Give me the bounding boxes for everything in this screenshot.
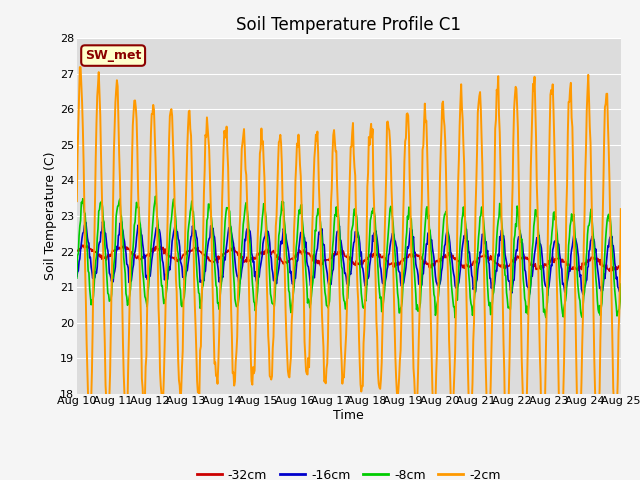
Title: Soil Temperature Profile C1: Soil Temperature Profile C1: [236, 16, 461, 34]
Y-axis label: Soil Temperature (C): Soil Temperature (C): [44, 152, 57, 280]
Legend: -32cm, -16cm, -8cm, -2cm: -32cm, -16cm, -8cm, -2cm: [191, 464, 506, 480]
X-axis label: Time: Time: [333, 409, 364, 422]
Text: SW_met: SW_met: [85, 49, 141, 62]
